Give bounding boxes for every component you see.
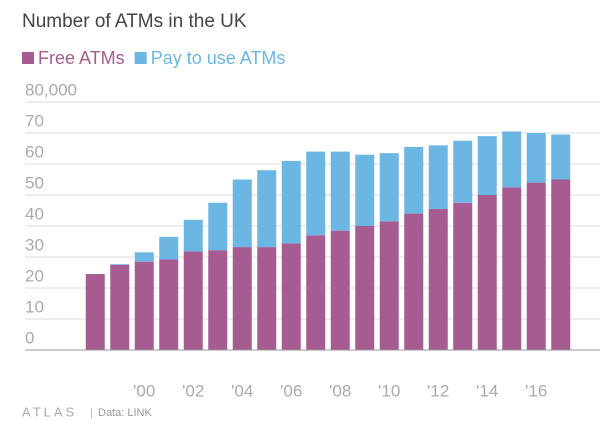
x-tick-label: '04 bbox=[231, 381, 253, 400]
x-tick-label: '16 bbox=[525, 381, 547, 400]
bar-segment bbox=[526, 133, 546, 183]
separator: | bbox=[90, 407, 93, 419]
bar-segment bbox=[281, 243, 301, 350]
bar-segment bbox=[85, 274, 105, 350]
bar-segment bbox=[428, 145, 448, 209]
bar-segment bbox=[551, 134, 571, 180]
bar-segment bbox=[134, 261, 154, 350]
y-tick-label: 50 bbox=[25, 173, 44, 192]
chart-title: Number of ATMs in the UK bbox=[22, 11, 247, 32]
bar-segment bbox=[355, 154, 375, 226]
legend-swatch bbox=[22, 52, 34, 64]
y-tick-label: 0 bbox=[25, 328, 34, 347]
legend-swatch bbox=[134, 52, 147, 64]
bar-segment bbox=[355, 226, 375, 350]
bar-segment bbox=[330, 230, 350, 350]
y-tick-label: 70 bbox=[25, 111, 44, 130]
bar-segment bbox=[379, 153, 399, 222]
bar-segment bbox=[232, 247, 252, 350]
bar-segment bbox=[208, 202, 228, 251]
brand: ATLAS bbox=[22, 404, 77, 419]
bar-segment bbox=[453, 140, 473, 203]
bar-segment bbox=[551, 179, 571, 350]
bar-segment bbox=[453, 202, 473, 350]
x-tick-label: '10 bbox=[378, 381, 400, 400]
bar-segment bbox=[110, 264, 130, 350]
bar-segment bbox=[306, 235, 326, 350]
bar-segment bbox=[502, 131, 522, 188]
bar-segment bbox=[134, 252, 154, 262]
bar-segment bbox=[428, 208, 448, 350]
bar-segment bbox=[159, 259, 179, 350]
y-tick-label: 10 bbox=[25, 297, 44, 316]
bar-segment bbox=[379, 221, 399, 350]
bar-segment bbox=[477, 195, 497, 350]
bar-segment bbox=[232, 179, 252, 248]
y-tick-label: 20 bbox=[25, 266, 44, 285]
bar-segment bbox=[110, 264, 130, 265]
bar-segment bbox=[502, 187, 522, 350]
x-tick-label: '12 bbox=[427, 381, 449, 400]
y-tick-label: 30 bbox=[25, 235, 44, 254]
bar-segment bbox=[257, 247, 277, 350]
bar-segment bbox=[183, 219, 203, 252]
bar-segment bbox=[281, 160, 301, 244]
y-tick-label: 60 bbox=[25, 142, 44, 161]
bar-segment bbox=[306, 151, 326, 236]
bar-segment bbox=[404, 213, 424, 350]
x-tick-label: '08 bbox=[329, 381, 351, 400]
bar-segment bbox=[526, 182, 546, 350]
bar-segment bbox=[183, 251, 203, 350]
y-tick-label: 40 bbox=[25, 204, 44, 223]
y-tick-label: 80,000 bbox=[25, 80, 77, 99]
x-tick-label: '14 bbox=[476, 381, 498, 400]
bar-segment bbox=[404, 146, 424, 214]
bar-segment bbox=[477, 136, 497, 195]
bar-segment bbox=[159, 236, 179, 260]
bar-segment bbox=[257, 170, 277, 248]
x-tick-label: '00 bbox=[133, 381, 155, 400]
bar-segment bbox=[330, 151, 350, 231]
legend-label: Pay to use ATMs bbox=[151, 48, 286, 68]
bar-segment bbox=[208, 250, 228, 350]
legend-label: Free ATMs bbox=[38, 48, 125, 68]
x-tick-label: '06 bbox=[280, 381, 302, 400]
x-tick-label: '02 bbox=[182, 381, 204, 400]
source: Data: LINK bbox=[98, 407, 152, 419]
